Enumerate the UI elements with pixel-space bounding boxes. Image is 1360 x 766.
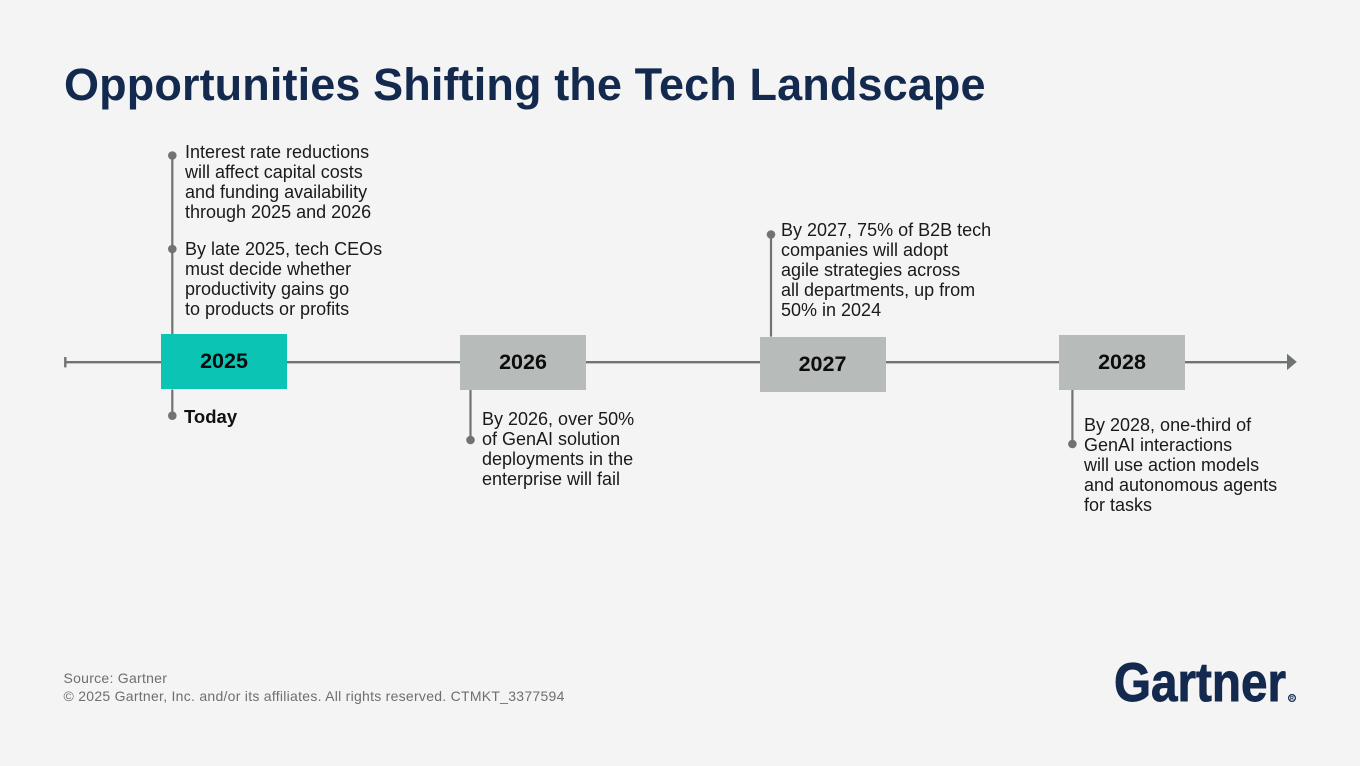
svg-text:R: R xyxy=(1290,696,1294,702)
svg-text:Gartner: Gartner xyxy=(1114,651,1286,713)
